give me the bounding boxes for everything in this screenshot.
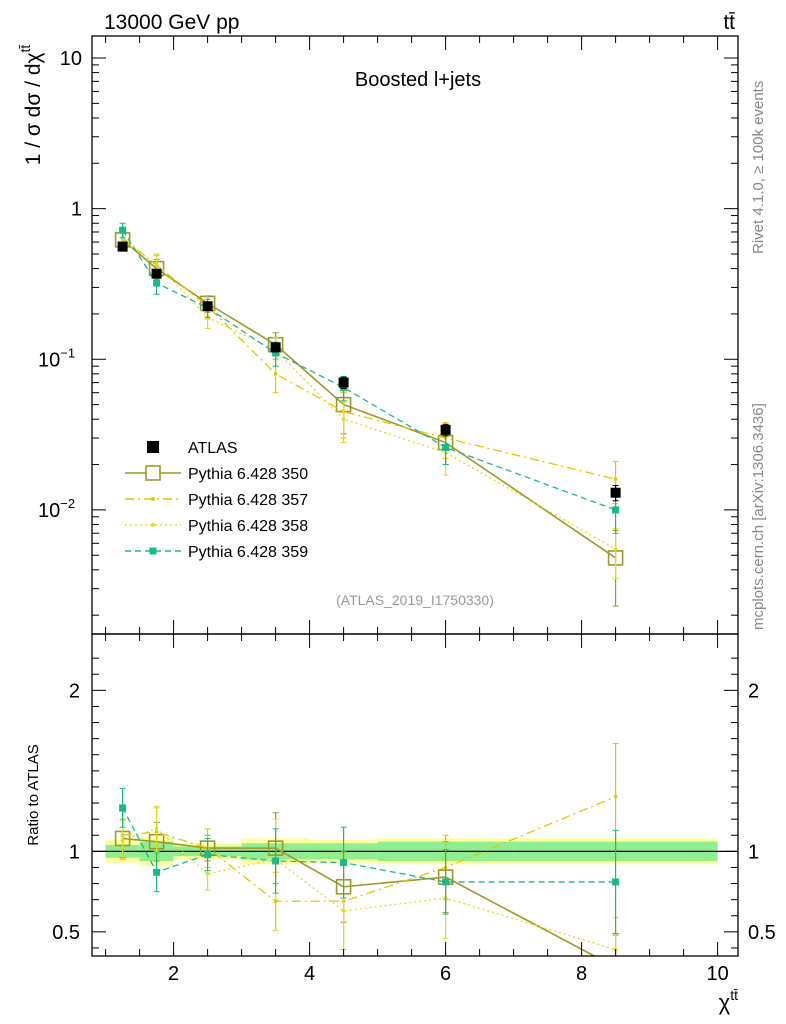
main-line-p350 (122, 239, 617, 559)
ratio-y-tick-label: 2 (69, 680, 80, 702)
x-axis-label: χtt̄ (719, 987, 738, 1015)
main-point-p359 (442, 443, 450, 451)
main-point-p358 (613, 547, 618, 551)
x-axis-label-text: χ (719, 990, 731, 1015)
main-y-tick-label-base: 10 (38, 500, 60, 522)
analysis-id-label: (ATLAS_2019_I1750330) (336, 592, 494, 608)
main-y-tick-label-exp: −2 (60, 496, 75, 511)
main-point-atlas (338, 377, 349, 388)
main-y-tick-label: 1 (71, 199, 82, 221)
ratio-point-p359 (612, 878, 620, 886)
ratio-point-p357 (613, 794, 618, 799)
process-label: tt̄ (723, 11, 735, 34)
main-y-tick-label: 10−1 (38, 345, 75, 371)
ratio-point-p359 (204, 851, 212, 859)
main-point-atlas (270, 342, 281, 353)
ratio-point-p358 (120, 838, 125, 842)
ratio-y-tick-label-right: 1 (748, 841, 759, 863)
plot-title: Boosted l+jets (355, 69, 481, 91)
main-point-p359 (153, 279, 161, 287)
ratio-point-p358 (154, 827, 159, 831)
main-y-tick-label: 10−2 (38, 496, 75, 522)
main-point-p358 (154, 262, 159, 266)
ratio-y-tick-label: 1 (69, 841, 80, 863)
ratio-y-tick-label-right: 0.5 (748, 922, 776, 944)
ratio-point-p359 (119, 804, 127, 812)
main-point-atlas (610, 487, 621, 498)
legend-label: Pythia 6.428 359 (188, 544, 308, 561)
ratio-y-tick-label-right: 2 (748, 680, 759, 702)
main-point-p357 (273, 372, 278, 376)
main-point-p359 (612, 506, 620, 514)
ratio-point-p359 (442, 878, 450, 886)
ratio-panel: 2 4 6 8 10 0.5 0.5 1 1 2 2 Ratio to ATLAS χtt̄ (25, 633, 776, 1015)
ratio-point-p357 (273, 899, 278, 904)
main-point-atlas (117, 241, 128, 252)
legend-label: Pythia 6.428 350 (188, 466, 308, 483)
main-point-atlas (440, 424, 451, 435)
legend-marker-p359 (149, 547, 157, 555)
main-point-p358 (341, 417, 346, 422)
legend-marker-atlas (147, 441, 159, 453)
ratio-ticks: 2 4 6 8 10 0.5 0.5 1 1 2 2 (52, 634, 776, 985)
main-x-ticks (105, 36, 719, 634)
main-y-tick-label: 10 (60, 48, 82, 70)
legend-marker-p357 (151, 497, 155, 501)
ratio-y-tick-label: 0.5 (52, 922, 80, 944)
x-tick-label: 2 (168, 963, 179, 985)
legend-label: Pythia 6.428 358 (188, 518, 308, 535)
main-point-atlas (151, 268, 162, 279)
ratio-point-p359 (153, 868, 161, 876)
svg-text:1 / σ dσ / dχtt̄: 1 / σ dσ / dχtt̄ (17, 45, 45, 166)
main-y-axis-label-text: 1 / σ dσ / dχ (22, 52, 45, 165)
main-y-tick-label-exp: −1 (60, 345, 75, 360)
main-y-axis-label: 1 / σ dσ / dχtt̄ (17, 45, 45, 166)
main-point-p359 (119, 226, 127, 234)
ratio-frame (91, 633, 739, 957)
x-axis-label-sup: tt̄ (730, 987, 738, 1003)
legend-label: Pythia 6.428 357 (188, 492, 308, 509)
main-point-atlas (202, 301, 213, 312)
ratio-y-axis-label: Ratio to ATLAS (25, 744, 42, 845)
side-label-mcplots: mcplots.cern.ch [arXiv:1306.3436] (750, 403, 767, 630)
ratio-point-p350 (609, 960, 623, 974)
main-point-p359 (272, 349, 280, 357)
main-y-axis-label-sup: tt̄ (17, 45, 33, 53)
x-tick-label: 10 (706, 963, 728, 985)
ratio-series (114, 742, 623, 974)
legend-marker-p358 (151, 523, 155, 527)
main-y-tick-label-base: 10 (38, 349, 60, 371)
main-series (114, 222, 624, 607)
ratio-point-p358 (341, 909, 346, 913)
energy-label: 13000 GeV pp (104, 11, 239, 34)
x-tick-label: 8 (576, 963, 587, 985)
legend-marker-p350 (145, 465, 161, 481)
side-label-rivet: Rivet 4.1.0, ≥ 100k events (750, 81, 767, 254)
ratio-point-p359 (272, 857, 280, 865)
legend-label: ATLAS (188, 440, 238, 457)
legend: ATLAS Pythia 6.428 350 Pythia 6.428 357 Pyt… (125, 440, 308, 561)
ratio-point-p358 (205, 872, 210, 876)
ratio-point-p359 (340, 859, 348, 867)
x-tick-label: 4 (304, 963, 315, 985)
x-tick-label: 6 (440, 963, 451, 985)
main-point-p357 (613, 477, 618, 481)
